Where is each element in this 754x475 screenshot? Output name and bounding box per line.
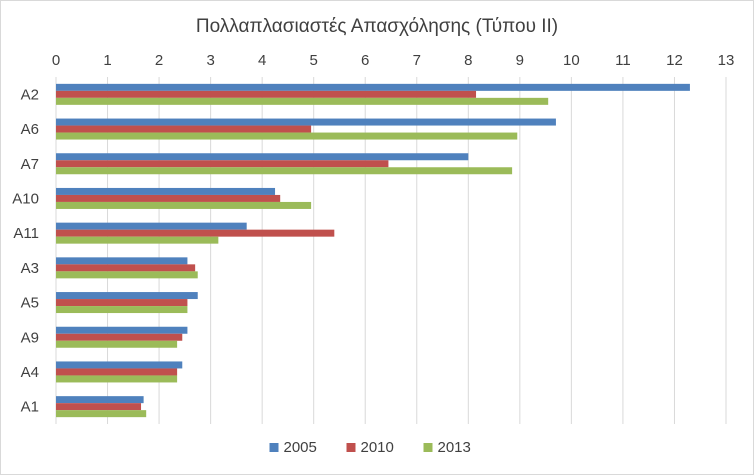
x-tick-label: 2 (155, 52, 163, 69)
x-tick-label: 4 (258, 52, 266, 69)
bar-2010-A5 (56, 299, 187, 306)
bar-2010-A7 (56, 160, 388, 167)
category-label: A11 (13, 225, 39, 242)
x-tick-label: 7 (413, 52, 421, 69)
bar-2005-A4 (56, 361, 182, 368)
category-label: A9 (21, 329, 39, 346)
legend-label: 2013 (438, 439, 471, 456)
bar-2010-A11 (56, 230, 334, 237)
bar-2010-A1 (56, 403, 141, 410)
bar-2013-A4 (56, 375, 177, 382)
bar-2013-A6 (56, 133, 517, 140)
x-tick-label: 3 (206, 52, 214, 69)
bar-2005-A2 (56, 84, 690, 91)
bar-2013-A2 (56, 98, 548, 105)
category-label: A6 (21, 121, 39, 138)
bar-2013-A10 (56, 202, 311, 209)
legend-label: 2005 (284, 439, 317, 456)
x-tick-label: 12 (666, 52, 683, 69)
x-tick-label: 11 (615, 52, 631, 69)
bar-2010-A9 (56, 334, 182, 341)
bar-2013-A11 (56, 237, 218, 244)
legend-swatch-2013 (424, 443, 433, 452)
x-tick-label: 0 (52, 52, 60, 69)
x-tick-label: 1 (103, 52, 111, 69)
bar-2013-A5 (56, 306, 187, 313)
x-tick-label: 6 (361, 52, 369, 69)
legend-swatch-2010 (347, 443, 356, 452)
bar-2005-A5 (56, 292, 198, 299)
bar-2013-A1 (56, 410, 146, 417)
bar-2010-A2 (56, 91, 476, 98)
bar-2013-A7 (56, 167, 512, 174)
bar-2005-A9 (56, 327, 187, 334)
x-tick-label: 8 (464, 52, 472, 69)
x-tick-label: 9 (516, 52, 524, 69)
x-tick-label: 10 (563, 52, 580, 69)
bar-2005-A1 (56, 396, 144, 403)
legend-label: 2010 (361, 439, 394, 456)
category-label: A5 (21, 295, 39, 312)
bar-2010-A10 (56, 195, 280, 202)
bar-2005-A10 (56, 188, 275, 195)
category-label: A2 (21, 86, 39, 103)
x-tick-label: 13 (718, 52, 735, 69)
category-label: A10 (12, 190, 39, 207)
category-label: A4 (21, 364, 39, 381)
x-tick-labels: 0 1 2 3 4 5 6 7 8 9 10 11 12 13 (52, 52, 735, 69)
x-tick-label: 5 (310, 52, 318, 69)
category-label: A7 (21, 156, 39, 173)
bar-2005-A11 (56, 223, 247, 230)
bar-2005-A3 (56, 257, 187, 264)
bar-2010-A4 (56, 368, 177, 375)
bars (56, 84, 690, 417)
legend-swatch-2005 (270, 443, 279, 452)
category-label: A1 (21, 399, 39, 416)
bar-2010-A6 (56, 126, 311, 133)
bar-2005-A6 (56, 119, 556, 126)
bar-2005-A7 (56, 153, 468, 160)
chart-title: Πολλαπλασιαστές Απασχόλησης (Τύπου ΙΙ) (196, 16, 558, 37)
category-labels: A2 A6 A7 A10 A11 A3 A5 A9 A4 A1 (12, 86, 39, 415)
legend: 2005 2010 2013 (270, 439, 471, 456)
category-label: A3 (21, 260, 39, 277)
bar-2013-A3 (56, 271, 198, 278)
bar-2013-A9 (56, 341, 177, 348)
bar-2010-A3 (56, 264, 195, 271)
